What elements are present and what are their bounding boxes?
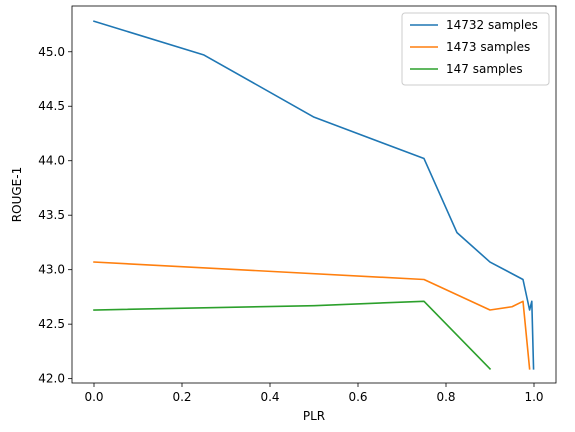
legend-label-1: 14732 samples xyxy=(446,18,538,32)
y-tick-label: 44.5 xyxy=(38,99,65,113)
y-tick-label: 45.0 xyxy=(38,45,65,59)
plot-area xyxy=(93,20,535,370)
y-tick-label: 43.0 xyxy=(38,263,65,277)
plot-frame xyxy=(71,5,557,384)
legend-box xyxy=(401,12,550,86)
legend-label-2: 1473 samples xyxy=(446,40,530,54)
legend: 14732 samples 1473 samples 147 samples xyxy=(401,12,550,86)
x-axis-label: PLR xyxy=(303,409,325,423)
x-tick-label: 1.0 xyxy=(524,390,543,404)
y-tick-label: 42.0 xyxy=(38,372,65,386)
x-tick-label: 0.6 xyxy=(348,390,367,404)
y-tick-label: 43.5 xyxy=(38,208,65,222)
series-line-3 xyxy=(93,300,492,370)
x-tick-label: 0.8 xyxy=(436,390,455,404)
series-line-2 xyxy=(93,261,531,370)
legend-label-3: 147 samples xyxy=(446,62,523,76)
y-tick-label: 42.5 xyxy=(38,317,65,331)
series-line-1 xyxy=(93,20,535,370)
x-tick-label: 0.0 xyxy=(84,390,103,404)
y-axis-label: ROUGE-1 xyxy=(10,167,24,222)
x-tick-label: 0.2 xyxy=(172,390,191,404)
x-tick-label: 0.4 xyxy=(260,390,279,404)
axes: 0.0 0.2 0.4 0.6 0.8 1.0 42.0 42.5 43.0 43.5 44.0 44… xyxy=(38,5,557,404)
y-tick-label: 44.0 xyxy=(38,154,65,168)
